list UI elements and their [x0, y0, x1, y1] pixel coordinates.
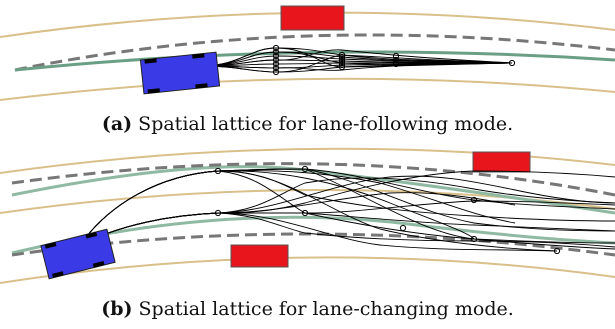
panel-b-diagram — [0, 147, 615, 284]
predicted-path-upper — [11, 162, 615, 197]
lattice-nodes-b — [214, 165, 561, 255]
reference-path — [14, 50, 615, 72]
lattice-nodes — [272, 44, 516, 76]
lattice-curves — [199, 47, 513, 73]
panel-b-caption-text: Spatial lattice for lane-changing mode. — [138, 298, 514, 320]
panel-a-caption-text: Spatial lattice for lane-following mode. — [138, 113, 514, 135]
panel-b-caption: (b) Spatial lattice for lane-changing mo… — [0, 298, 615, 320]
ego-vehicle — [139, 51, 221, 95]
ego-vehicle-b — [40, 228, 116, 280]
reference-path-upper — [11, 165, 615, 215]
obstacle-car-front — [472, 151, 531, 173]
panel-b-label: (b) — [101, 298, 133, 320]
lane-boundary-3 — [0, 256, 615, 284]
lane-boundary-bottom — [0, 77, 615, 101]
panel-a-diagram — [0, 5, 615, 101]
reference-path-lower — [11, 215, 615, 255]
obstacle-car — [280, 5, 345, 31]
predicted-path — [14, 33, 615, 72]
panel-a-caption: (a) Spatial lattice for lane-following m… — [0, 113, 615, 135]
panel-a-label: (a) — [101, 113, 133, 135]
obstacle-car-side — [230, 244, 289, 268]
lattice-curves-b — [79, 168, 615, 252]
